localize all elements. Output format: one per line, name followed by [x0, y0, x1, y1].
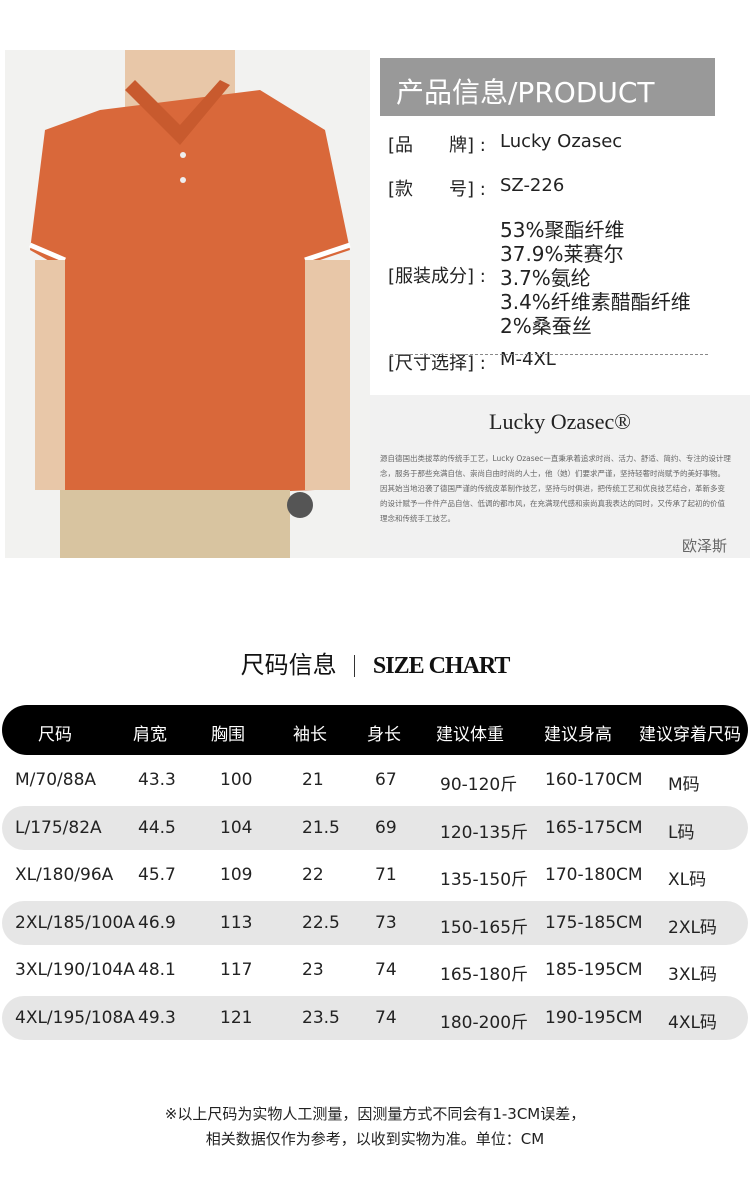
table-cell: 117 — [220, 960, 253, 980]
table-cell: 165-175CM — [545, 817, 643, 838]
table-cell: 121 — [220, 1007, 253, 1028]
divider — [390, 354, 708, 355]
header-cell: 肩宽 — [133, 725, 167, 745]
field-value: 2%桑蚕丝 — [500, 314, 592, 338]
brand-description: 源自德国出类拔萃的传统手工艺，Lucky Ozasec一直秉承着追求时尚、活力、… — [380, 454, 731, 523]
table-cell: 175-185CM — [545, 912, 643, 933]
table-cell: 190-195CM — [545, 1007, 643, 1028]
field-label: [品 牌] : — [388, 135, 486, 156]
brand-name: Lucky Ozasec® — [489, 409, 631, 434]
table-cell: 120-135斤 — [440, 822, 529, 843]
field-label: [款 号] : — [388, 179, 486, 200]
table-cell: 21.5 — [302, 817, 340, 838]
table-header: 尺码 肩宽 胸围 袖长 身长 建议体重 建议身高 建议穿着尺码 — [2, 705, 748, 755]
table-cell: 44.5 — [138, 817, 176, 838]
table-cell: 165-180斤 — [440, 965, 529, 985]
field-value: 53%聚酯纤维 — [500, 218, 625, 242]
table-cell: 104 — [220, 817, 253, 838]
field-value: SZ-226 — [500, 175, 565, 196]
table-cell: 100 — [220, 770, 253, 790]
field-label: [服装成分] : — [388, 266, 486, 287]
table-cell: 46.9 — [138, 912, 176, 933]
table-cell: 67 — [375, 770, 397, 790]
size-chart-heading: 尺码信息 SIZE CHART — [0, 645, 750, 680]
header-cell: 尺码 — [38, 725, 72, 745]
table-cell: 113 — [220, 912, 253, 933]
table-cell: 45.7 — [138, 865, 176, 885]
table-cell: 109 — [220, 865, 253, 885]
table-row: L/175/82A 44.5 104 21.5 69 120-135斤 165-175CM L… — [2, 805, 748, 850]
table-row: M/70/88A 43.3 100 21 67 90-120斤 160-170CM M码 — [2, 758, 748, 802]
notes: ※以上尺码为实物人工测量，因测量方式不同会有1-3CM误差， 相关数据仅作为参考… — [0, 1102, 750, 1152]
table-cell: 74 — [375, 1007, 397, 1028]
table-cell: 185-195CM — [545, 960, 643, 980]
field-value: 37.9%莱赛尔 — [500, 242, 624, 266]
table-cell: 90-120斤 — [440, 775, 518, 795]
table-row: XL/180/96A 45.7 109 22 71 135-150斤 170-180CM XL… — [2, 853, 748, 897]
field: [品 牌] : Lucky Ozasec — [388, 126, 748, 160]
field: [款 号] : SZ-226 — [388, 170, 748, 204]
table-cell: 4XL码 — [668, 1012, 717, 1033]
table-row: 2XL/185/100A 46.9 113 22.5 73 150-165斤 175-185… — [2, 900, 748, 945]
table-cell: XL码 — [668, 870, 707, 890]
note: ※以上尺码为实物人工测量，因测量方式不同会有1-3CM误差， — [164, 1105, 586, 1123]
table-cell: L码 — [668, 822, 695, 843]
header-cell: 建议身高 — [544, 725, 612, 745]
table-cell: 2XL/185/100A — [15, 912, 135, 933]
table-cell: 180-200斤 — [440, 1012, 529, 1033]
table-cell: 2XL码 — [668, 917, 717, 938]
table-cell: 74 — [375, 960, 397, 980]
table-cell: 22 — [302, 865, 324, 885]
header-cell: 建议体重 — [436, 725, 504, 745]
table-cell: 49.3 — [138, 1007, 176, 1028]
table-cell: 71 — [375, 865, 397, 885]
table-cell: 69 — [375, 817, 397, 838]
product-title: 产品信息/PRODUCT — [396, 76, 655, 109]
product-photo — [5, 50, 370, 558]
field-label: [尺寸选择] : — [388, 353, 486, 374]
table-cell: 135-150斤 — [440, 870, 529, 890]
field-value: Lucky Ozasec — [500, 131, 623, 152]
table-cell: M/70/88A — [15, 770, 97, 790]
table-cell: 170-180CM — [545, 865, 643, 885]
table-cell: 3XL码 — [668, 965, 717, 985]
separator — [354, 655, 356, 677]
brand-box: Lucky Ozasec® 源自德国出类拔萃的传统手工艺，Lucky Ozase… — [370, 395, 750, 558]
table-cell: 160-170CM — [545, 770, 643, 790]
table-cell: 22.5 — [302, 912, 340, 933]
table-cell: 23.5 — [302, 1007, 340, 1028]
table-row: 3XL/190/104A 48.1 117 23 74 165-180斤 185-195CM… — [2, 948, 748, 992]
table-row: 4XL/195/108A 49.3 121 23.5 74 180-200斤 190-195… — [2, 995, 748, 1040]
field: [服装成分] : 53%聚酯纤维 37.9%莱赛尔 3.7%氨纶 3.4%纤维素醋酯纤维… — [388, 214, 748, 338]
table-cell: 21 — [302, 770, 324, 790]
header-cell: 身长 — [367, 725, 401, 745]
title-bar: 产品信息/PRODUCT — [380, 58, 715, 116]
field-value: 3.4%纤维素醋酯纤维 — [500, 290, 691, 314]
size-chart-title-en: SIZE CHART — [372, 653, 511, 679]
size-chart-title: 尺码信息 — [240, 651, 337, 679]
table-cell: 48.1 — [138, 960, 176, 980]
table-cell: XL/180/96A — [15, 865, 114, 885]
table-cell: 73 — [375, 912, 397, 933]
table-cell: 3XL/190/104A — [15, 960, 135, 980]
field-value: 3.7%氨纶 — [500, 266, 591, 290]
table-cell: 4XL/195/108A — [15, 1007, 135, 1028]
table-cell: 23 — [302, 960, 324, 980]
table-cell: L/175/82A — [15, 817, 102, 838]
header-cell: 胸围 — [211, 725, 245, 745]
signature: 欧泽斯 — [682, 539, 728, 555]
header-cell: 建议穿着尺码 — [639, 725, 741, 745]
table-cell: 43.3 — [138, 770, 176, 790]
note: 相关数据仅作为参考，以收到实物为准。单位：CM — [205, 1130, 545, 1148]
header-cell: 袖长 — [293, 725, 327, 745]
table-cell: 150-165斤 — [440, 917, 529, 938]
table-cell: M码 — [668, 775, 700, 795]
